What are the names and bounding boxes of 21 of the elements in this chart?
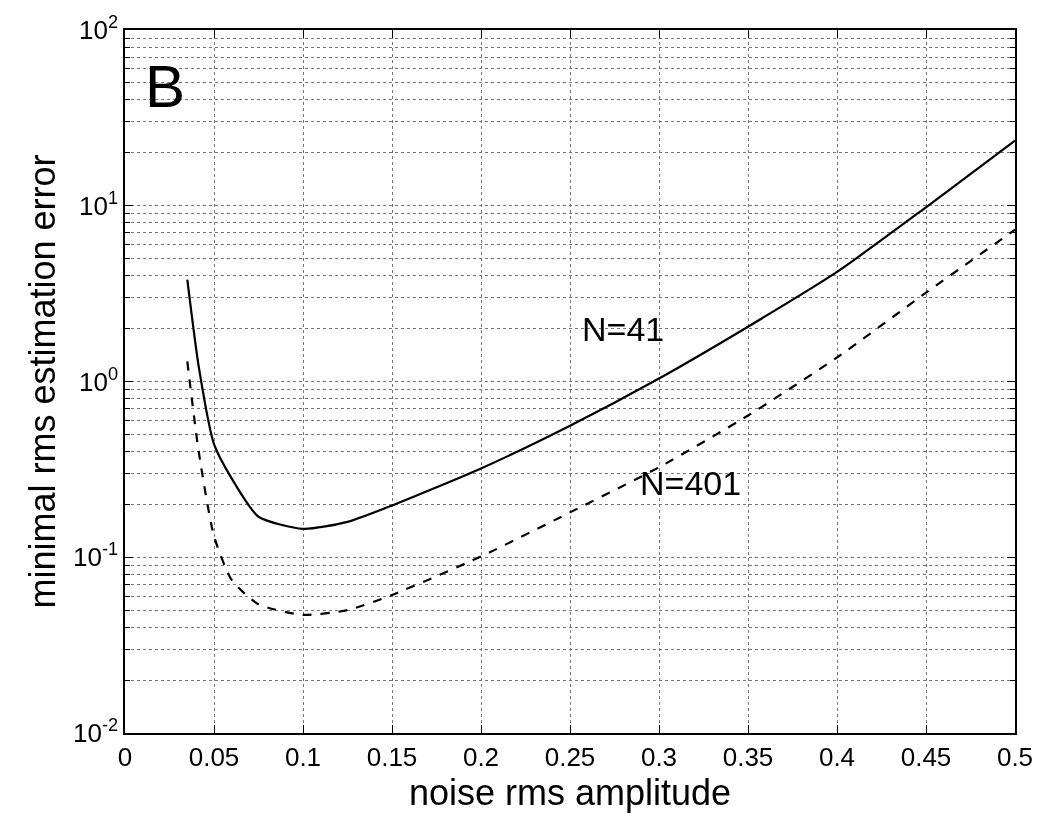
x-tick-label: 0.3 — [640, 741, 678, 772]
x-tick-label: 0.45 — [900, 741, 952, 772]
y-tick-label: 10$^{0}$ — [79, 363, 119, 397]
x-axis-title: noise rms amplitude — [408, 771, 732, 813]
x-tick-label: 0.25 — [544, 741, 596, 772]
y-tick-label: 10$^{1}$ — [79, 187, 119, 221]
x-tick-label: 0.1 — [284, 741, 322, 772]
annotation: B — [145, 53, 186, 120]
x-tick-label: 0 — [117, 741, 133, 772]
x-tick-label: 0.05 — [188, 741, 240, 772]
y-tick-label: 10$^{-2}$ — [72, 715, 119, 749]
x-tick-label: 0.35 — [722, 741, 774, 772]
x-tick-label: 0.5 — [996, 741, 1034, 772]
y-axis-title: minimal rms estimation error — [22, 154, 64, 609]
x-tick-label: 0.2 — [462, 741, 500, 772]
annotation: N=41 — [582, 310, 665, 348]
x-tick-label: 0.15 — [366, 741, 418, 772]
y-tick-label: 10$^{-1}$ — [72, 539, 119, 573]
y-tick-label: 10$^{2}$ — [79, 12, 119, 46]
x-tick-label: 0.4 — [818, 741, 856, 772]
annotation: N=401 — [640, 464, 742, 502]
